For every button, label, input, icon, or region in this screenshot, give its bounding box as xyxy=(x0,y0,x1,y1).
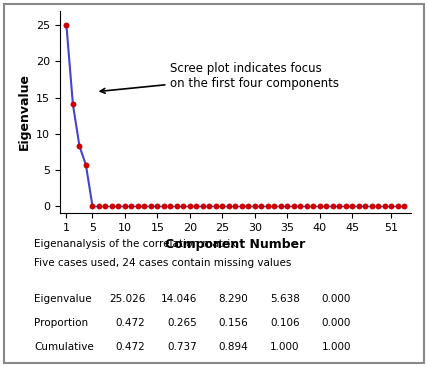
Point xyxy=(76,143,83,149)
Point xyxy=(160,203,167,208)
Point xyxy=(277,203,284,208)
Point xyxy=(115,203,122,208)
Point xyxy=(128,203,135,208)
Text: 0.472: 0.472 xyxy=(116,318,146,328)
Point xyxy=(362,203,369,208)
Point xyxy=(356,203,363,208)
Text: Proportion: Proportion xyxy=(34,318,88,328)
Point xyxy=(349,203,356,208)
Point xyxy=(336,203,343,208)
Text: 1.000: 1.000 xyxy=(321,342,351,352)
Point xyxy=(310,203,317,208)
Point xyxy=(219,203,226,208)
Text: 0.106: 0.106 xyxy=(270,318,300,328)
X-axis label: Component Number: Component Number xyxy=(165,238,306,251)
Point xyxy=(134,203,141,208)
Point xyxy=(258,203,265,208)
Text: Cumulative: Cumulative xyxy=(34,342,94,352)
Point xyxy=(167,203,174,208)
Point xyxy=(180,203,187,208)
Point xyxy=(206,203,213,208)
Point xyxy=(102,203,109,208)
Point xyxy=(187,203,193,208)
Point xyxy=(388,203,395,208)
Point xyxy=(297,203,304,208)
Point xyxy=(316,203,323,208)
Point xyxy=(226,203,232,208)
Point xyxy=(83,162,89,168)
Point xyxy=(330,203,336,208)
Text: 0.156: 0.156 xyxy=(218,318,248,328)
Text: Scree plot indicates focus
on the first four components: Scree plot indicates focus on the first … xyxy=(100,62,339,93)
Point xyxy=(323,203,330,208)
Point xyxy=(245,203,252,208)
Y-axis label: Eigenvalue: Eigenvalue xyxy=(18,73,30,150)
Point xyxy=(141,203,148,208)
Text: 0.265: 0.265 xyxy=(167,318,197,328)
Point xyxy=(89,203,96,208)
Point xyxy=(212,203,219,208)
Point xyxy=(63,22,70,28)
Text: 1.000: 1.000 xyxy=(270,342,300,352)
Text: 14.046: 14.046 xyxy=(160,294,197,305)
Point xyxy=(369,203,375,208)
Point xyxy=(154,203,161,208)
Point xyxy=(173,203,180,208)
Text: 0.000: 0.000 xyxy=(321,294,351,305)
Text: Eigenanalysis of the correlation matrix: Eigenanalysis of the correlation matrix xyxy=(34,239,237,249)
Point xyxy=(401,203,408,208)
Point xyxy=(271,203,278,208)
Point xyxy=(95,203,102,208)
Text: Five cases used, 24 cases contain missing values: Five cases used, 24 cases contain missin… xyxy=(34,258,291,268)
Point xyxy=(342,203,349,208)
Point xyxy=(193,203,200,208)
Text: Eigenvalue: Eigenvalue xyxy=(34,294,92,305)
Point xyxy=(284,203,291,208)
Point xyxy=(395,203,401,208)
Text: 0.472: 0.472 xyxy=(116,342,146,352)
Text: 0.000: 0.000 xyxy=(321,318,351,328)
Point xyxy=(303,203,310,208)
Point xyxy=(122,203,128,208)
Point xyxy=(69,101,76,107)
Text: 25.026: 25.026 xyxy=(109,294,146,305)
Point xyxy=(108,203,115,208)
Point xyxy=(148,203,155,208)
Text: 8.290: 8.290 xyxy=(218,294,248,305)
Point xyxy=(252,203,259,208)
Point xyxy=(265,203,271,208)
Text: 5.638: 5.638 xyxy=(270,294,300,305)
Point xyxy=(238,203,245,208)
Point xyxy=(375,203,382,208)
Point xyxy=(232,203,239,208)
Point xyxy=(291,203,297,208)
Text: 0.737: 0.737 xyxy=(167,342,197,352)
Point xyxy=(381,203,388,208)
Text: 0.894: 0.894 xyxy=(218,342,248,352)
Point xyxy=(199,203,206,208)
